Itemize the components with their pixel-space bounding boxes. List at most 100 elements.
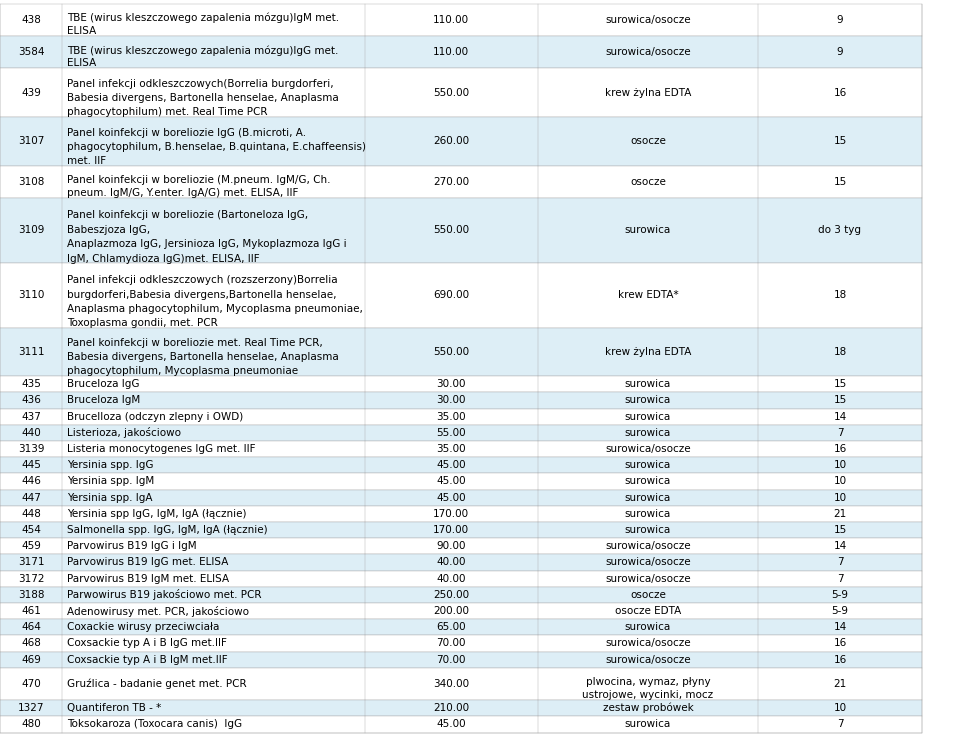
Bar bbox=[0, 198, 922, 263]
Text: osocze: osocze bbox=[630, 590, 666, 600]
Bar bbox=[0, 652, 922, 668]
Text: Bruceloza IgG: Bruceloza IgG bbox=[67, 379, 140, 389]
Text: Coxackie wirusy przeciwciała: Coxackie wirusy przeciwciała bbox=[67, 622, 220, 632]
Text: surowica: surowica bbox=[625, 225, 671, 236]
Text: 45.00: 45.00 bbox=[437, 719, 466, 730]
Text: krew żylna EDTA: krew żylna EDTA bbox=[605, 347, 691, 357]
Text: Listeria monocytogenes IgG met. IIF: Listeria monocytogenes IgG met. IIF bbox=[67, 444, 255, 454]
Text: Coxsackie typ A i B IgM met.IIF: Coxsackie typ A i B IgM met.IIF bbox=[67, 655, 228, 665]
Text: Coxsackie typ A i B IgG met.IIF: Coxsackie typ A i B IgG met.IIF bbox=[67, 639, 228, 648]
Bar bbox=[0, 570, 922, 586]
Text: IgM, Chlamydioza IgG)met. ELISA, IIF: IgM, Chlamydioza IgG)met. ELISA, IIF bbox=[67, 254, 260, 264]
Text: 30.00: 30.00 bbox=[437, 379, 466, 389]
Text: surowica/osocze: surowica/osocze bbox=[605, 541, 691, 551]
Text: 454: 454 bbox=[21, 525, 41, 535]
Text: 459: 459 bbox=[21, 541, 41, 551]
Bar bbox=[0, 425, 922, 441]
Bar bbox=[0, 263, 922, 327]
Text: Salmonella spp. IgG, IgM, IgA (łącznie): Salmonella spp. IgG, IgM, IgA (łącznie) bbox=[67, 525, 268, 535]
Bar bbox=[0, 716, 922, 733]
Text: 16: 16 bbox=[833, 639, 847, 648]
Bar bbox=[0, 522, 922, 538]
Text: Parwowirus B19 jakościowo met. PCR: Parwowirus B19 jakościowo met. PCR bbox=[67, 589, 262, 600]
Text: Panel infekcji odkleszczowych(Borrelia burgdorferi,: Panel infekcji odkleszczowych(Borrelia b… bbox=[67, 79, 334, 90]
Text: Yersinia spp. IgG: Yersinia spp. IgG bbox=[67, 460, 154, 470]
Bar bbox=[0, 441, 922, 457]
Bar bbox=[0, 586, 922, 603]
Text: 45.00: 45.00 bbox=[437, 460, 466, 470]
Text: 35.00: 35.00 bbox=[437, 444, 466, 454]
Text: Yersinia spp. IgA: Yersinia spp. IgA bbox=[67, 493, 153, 503]
Text: 55.00: 55.00 bbox=[437, 428, 466, 438]
Text: 448: 448 bbox=[21, 509, 41, 519]
Text: 437: 437 bbox=[21, 412, 41, 422]
Text: 447: 447 bbox=[21, 493, 41, 503]
Text: 3109: 3109 bbox=[18, 225, 44, 236]
Text: 40.00: 40.00 bbox=[437, 574, 466, 584]
Text: surowica/osocze: surowica/osocze bbox=[605, 639, 691, 648]
Text: Panel koinfekcji w boreliozie (Bartoneloza IgG,: Panel koinfekcji w boreliozie (Bartonelo… bbox=[67, 211, 308, 220]
Bar bbox=[0, 619, 922, 636]
Text: 9: 9 bbox=[837, 15, 843, 25]
Text: surowica: surowica bbox=[625, 493, 671, 503]
Text: 21: 21 bbox=[833, 509, 847, 519]
Text: surowica: surowica bbox=[625, 476, 671, 487]
Bar bbox=[0, 457, 922, 473]
Text: Babesia divergens, Bartonella henselae, Anaplasma: Babesia divergens, Bartonella henselae, … bbox=[67, 352, 339, 363]
Text: surowica: surowica bbox=[625, 719, 671, 730]
Text: surowica: surowica bbox=[625, 460, 671, 470]
Text: 3171: 3171 bbox=[18, 557, 44, 567]
Bar bbox=[0, 490, 922, 506]
Text: osocze EDTA: osocze EDTA bbox=[614, 606, 682, 616]
Text: surowica/osocze: surowica/osocze bbox=[605, 574, 691, 584]
Text: Parvowirus B19 IgM met. ELISA: Parvowirus B19 IgM met. ELISA bbox=[67, 574, 229, 584]
Text: 469: 469 bbox=[21, 655, 41, 665]
Text: 10: 10 bbox=[833, 493, 847, 503]
Text: 250.00: 250.00 bbox=[433, 590, 469, 600]
Text: Panel koinfekcji w boreliozie IgG (B.microti, A.: Panel koinfekcji w boreliozie IgG (B.mic… bbox=[67, 128, 306, 138]
Text: surowica/osocze: surowica/osocze bbox=[605, 557, 691, 567]
Text: surowica/osocze: surowica/osocze bbox=[605, 444, 691, 454]
Text: 15: 15 bbox=[833, 177, 847, 187]
Text: 10: 10 bbox=[833, 703, 847, 713]
Text: 690.00: 690.00 bbox=[433, 290, 469, 300]
Text: surowica: surowica bbox=[625, 396, 671, 405]
Text: 16: 16 bbox=[833, 88, 847, 98]
Text: Quantiferon TB - *: Quantiferon TB - * bbox=[67, 703, 161, 713]
Text: 470: 470 bbox=[21, 679, 41, 689]
Text: 110.00: 110.00 bbox=[433, 15, 469, 25]
Text: 90.00: 90.00 bbox=[437, 541, 466, 551]
Text: 550.00: 550.00 bbox=[433, 225, 469, 236]
Text: 14: 14 bbox=[833, 541, 847, 551]
Text: surowica/osocze: surowica/osocze bbox=[605, 47, 691, 57]
Text: 1327: 1327 bbox=[18, 703, 44, 713]
Text: 461: 461 bbox=[21, 606, 41, 616]
Text: surowica: surowica bbox=[625, 379, 671, 389]
Text: 3188: 3188 bbox=[18, 590, 44, 600]
Text: Brucelloza (odczyn zlepny i OWD): Brucelloza (odczyn zlepny i OWD) bbox=[67, 412, 244, 422]
Text: 3108: 3108 bbox=[18, 177, 44, 187]
Text: Yersinia spp IgG, IgM, IgA (łącznie): Yersinia spp IgG, IgM, IgA (łącznie) bbox=[67, 509, 247, 519]
Text: phagocytophilum) met. Real Time PCR: phagocytophilum) met. Real Time PCR bbox=[67, 107, 268, 117]
Text: 439: 439 bbox=[21, 88, 41, 98]
Text: 45.00: 45.00 bbox=[437, 493, 466, 503]
Text: 210.00: 210.00 bbox=[433, 703, 469, 713]
Text: 65.00: 65.00 bbox=[437, 622, 466, 632]
Text: 15: 15 bbox=[833, 525, 847, 535]
Bar bbox=[0, 166, 922, 198]
Text: Panel koinfekcji w boreliozie met. Real Time PCR,: Panel koinfekcji w boreliozie met. Real … bbox=[67, 338, 323, 349]
Bar bbox=[0, 409, 922, 425]
Text: 70.00: 70.00 bbox=[437, 655, 466, 665]
Text: 7: 7 bbox=[837, 574, 843, 584]
Text: 15: 15 bbox=[833, 396, 847, 405]
Text: Panel infekcji odkleszczowych (rozszerzony)Borrelia: Panel infekcji odkleszczowych (rozszerzo… bbox=[67, 275, 338, 286]
Text: Adenowirusy met. PCR, jakościowo: Adenowirusy met. PCR, jakościowo bbox=[67, 606, 250, 617]
Text: Anaplasma phagocytophilum, Mycoplasma pneumoniae,: Anaplasma phagocytophilum, Mycoplasma pn… bbox=[67, 304, 363, 314]
Text: osocze: osocze bbox=[630, 177, 666, 187]
Text: 16: 16 bbox=[833, 444, 847, 454]
Bar bbox=[0, 506, 922, 522]
Text: 340.00: 340.00 bbox=[433, 679, 469, 689]
Text: burgdorferi,Babesia divergens,Bartonella henselae,: burgdorferi,Babesia divergens,Bartonella… bbox=[67, 290, 337, 299]
Text: 438: 438 bbox=[21, 15, 41, 25]
Text: 5-9: 5-9 bbox=[831, 606, 849, 616]
